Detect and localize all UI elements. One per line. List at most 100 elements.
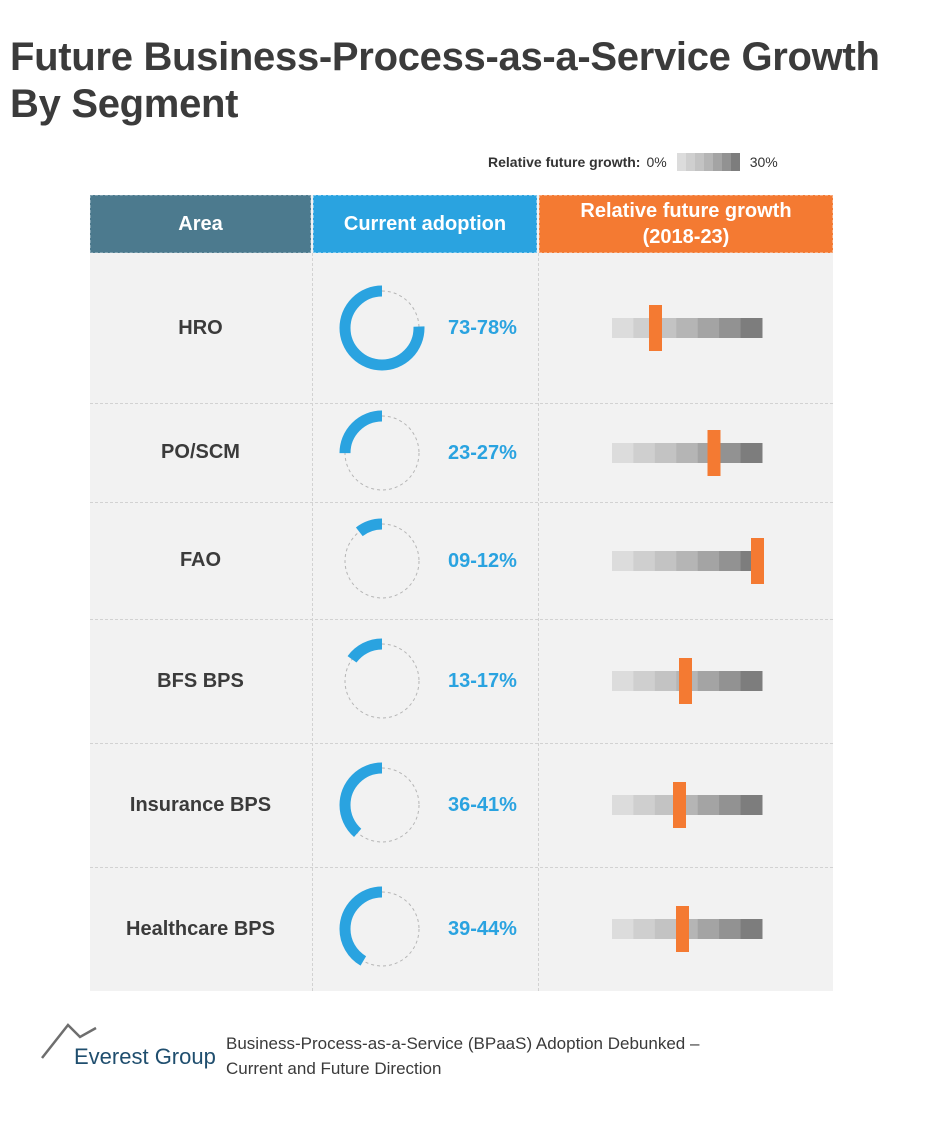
growth-marker [676, 906, 689, 952]
legend-scale-segment [685, 153, 695, 171]
growth-scale-segment [740, 318, 763, 338]
adoption-donut [339, 886, 425, 972]
row-divider [90, 743, 833, 744]
adoption-percentage: 09-12% [448, 549, 517, 572]
growth-marker [673, 782, 686, 828]
header-growth-line-2: (2018-23) [642, 226, 730, 248]
segment-table: Area Current adoption Relative future gr… [90, 195, 833, 991]
growth-bar [612, 906, 763, 952]
legend-scale-segment [712, 153, 722, 171]
column-divider [312, 253, 313, 991]
title-line-2: By Segment [10, 82, 239, 126]
growth-scale-segment [654, 919, 677, 939]
growth-bar [612, 537, 764, 584]
mountain-logo-icon [41, 1023, 97, 1059]
legend-scale-segment [703, 153, 713, 171]
growth-scale-segment [633, 671, 656, 691]
growth-scale-segment [612, 919, 634, 939]
header-adoption-label: Current adoption [343, 213, 507, 235]
adoption-donut [339, 638, 425, 724]
donut-adoption-arc [339, 886, 425, 972]
footer-caption-line-2: Current and Future Direction [226, 1059, 442, 1078]
footer-caption: Business-Process-as-a-Service (BPaaS) Ad… [226, 1031, 699, 1081]
adoption-donut [339, 285, 425, 371]
row-divider [90, 867, 833, 868]
header-adoption: Current adoption [313, 195, 537, 253]
row-divider [90, 502, 833, 503]
growth-scale-segment [654, 795, 677, 815]
page-title: Future Business-Process-as-a-Service Gro… [10, 34, 935, 128]
donut-adoption-arc [339, 410, 425, 495]
growth-scale-segment [612, 550, 634, 571]
legend-gradient-scale [676, 153, 740, 171]
growth-scale-segment [676, 318, 699, 338]
donut-adoption-arc [339, 518, 425, 603]
growth-scale-segment [654, 550, 677, 571]
growth-scale-segment [719, 318, 742, 338]
legend-scale-segment [730, 153, 740, 171]
table-row: FAO 09-12% [90, 502, 833, 619]
adoption-percentage: 13-17% [448, 670, 517, 692]
legend-scale-segment [694, 153, 704, 171]
growth-scale-segment [719, 442, 742, 463]
adoption-donut [339, 410, 425, 495]
growth-scale-segment [654, 671, 677, 691]
area-name: Healthcare BPS [126, 917, 275, 940]
table-row: HRO 73-78% [90, 253, 833, 403]
area-name: HRO [178, 316, 223, 339]
growth-scale-segment [654, 442, 677, 463]
title-line-1: Future Business-Process-as-a-Service Gro… [10, 35, 880, 79]
adoption-donut [339, 518, 425, 603]
donut-adoption-arc [339, 285, 425, 371]
area-name: BFS BPS [157, 669, 244, 692]
donut-adoption-arc [339, 638, 425, 724]
growth-scale-segment [612, 442, 634, 463]
legend-scale-segment [721, 153, 731, 171]
area-name: Insurance BPS [129, 793, 272, 816]
table-row: Healthcare BPS 39-44% [90, 867, 833, 991]
adoption-percentage: 73-78% [448, 317, 517, 339]
legend-min: 0% [646, 154, 667, 170]
adoption-donut [339, 762, 425, 848]
header-area: Area [90, 195, 311, 253]
growth-scale-segment [633, 919, 656, 939]
growth-scale-segment [719, 795, 742, 815]
legend-max: 30% [749, 154, 778, 170]
growth-scale-segment [612, 795, 634, 815]
adoption-percentage: 36-41% [448, 794, 517, 816]
growth-scale-segment [719, 919, 742, 939]
growth-scale-segment [697, 671, 720, 691]
growth-scale-segment [697, 919, 720, 939]
growth-scale-segment [740, 795, 763, 815]
logo-text: Everest Group [74, 1044, 216, 1069]
growth-scale-segment [612, 318, 634, 338]
growth-scale-segment [697, 550, 720, 571]
growth-marker [707, 429, 721, 476]
growth-bar [612, 429, 763, 476]
header-growth-line-1: Relative future growth [580, 200, 792, 222]
header-growth: Relative future growth (2018-23) [539, 195, 833, 253]
growth-marker [649, 305, 662, 351]
growth-scale-segment [740, 671, 763, 691]
growth-scale-segment [676, 442, 699, 463]
growth-scale-segment [719, 550, 742, 571]
growth-marker [679, 658, 692, 704]
growth-scale-segment [633, 550, 656, 571]
table-row: BFS BPS 13-17% [90, 619, 833, 743]
growth-scale-segment [697, 795, 720, 815]
growth-scale-segment [633, 795, 656, 815]
growth-bar [612, 305, 763, 351]
growth-scale-segment [697, 318, 720, 338]
table-row: PO/SCM 23-27% [90, 403, 833, 502]
adoption-percentage: 39-44% [448, 918, 517, 940]
growth-bar [612, 658, 763, 704]
area-name: FAO [179, 549, 222, 571]
legend-scale-segment [676, 153, 686, 171]
header-area-label: Area [178, 213, 223, 235]
donut-track [344, 523, 420, 598]
adoption-percentage: 23-27% [448, 441, 517, 464]
everest-group-logo: Everest Group [41, 1023, 216, 1069]
growth-scale-segment [676, 550, 699, 571]
table-row: Insurance BPS 36-41% [90, 743, 833, 867]
growth-scale-segment [740, 442, 763, 463]
